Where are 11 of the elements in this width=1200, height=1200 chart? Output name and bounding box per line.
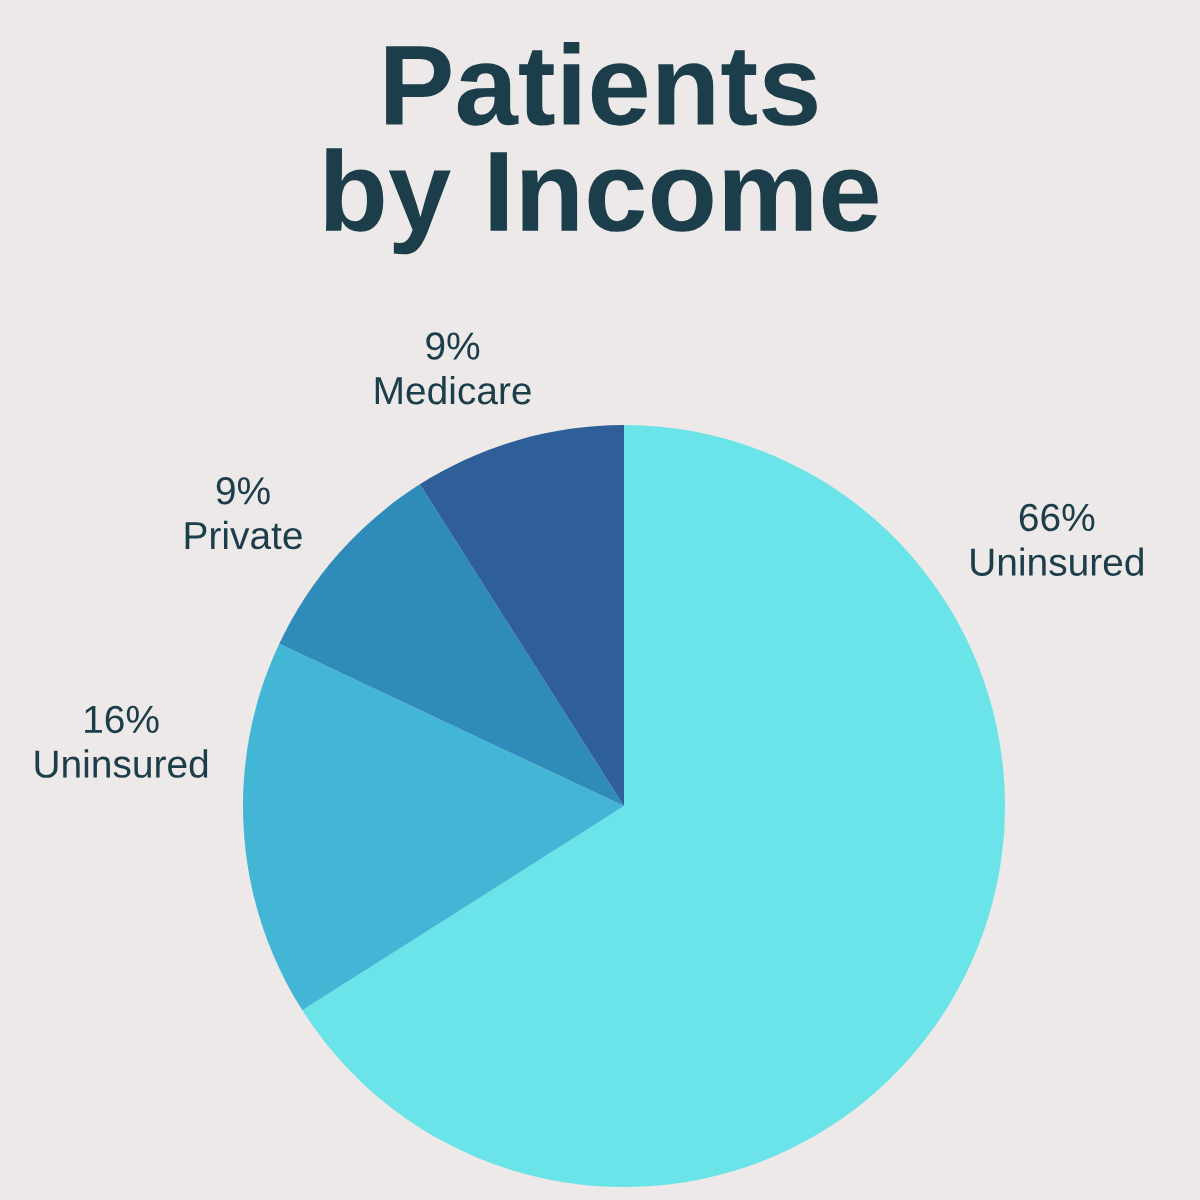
slice-label: Medicare	[375, 375, 531, 405]
data-label: 9%	[426, 332, 480, 360]
data-label: 16%	[85, 705, 159, 734]
data-label: 66%	[1019, 503, 1095, 532]
pie-slice	[419, 425, 624, 807]
slice-label: Uninsured	[971, 547, 1143, 576]
slice-label: Uninsured	[35, 749, 208, 778]
data-label: 9%	[216, 477, 270, 505]
slice-label: Private	[185, 520, 302, 550]
pie-slice	[243, 643, 624, 1011]
chart-title: Patients by Income	[325, 42, 878, 255]
